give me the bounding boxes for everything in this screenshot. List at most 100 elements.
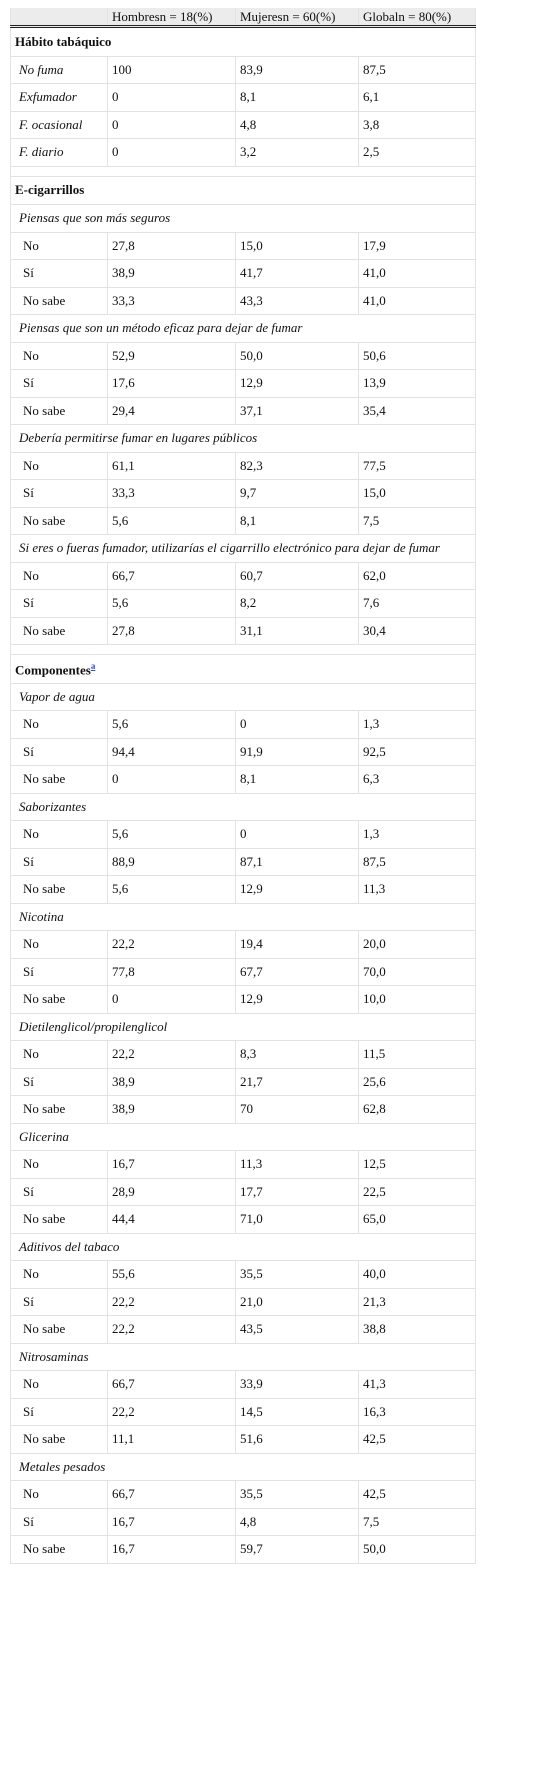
cell: 60,7	[235, 561, 359, 590]
row-label: Sí	[10, 589, 108, 618]
data-row: Sí 22,2 14,5 16,3	[10, 1397, 476, 1426]
footnote-link[interactable]: a	[90, 660, 96, 671]
data-row: No sabe 44,4 71,0 65,0	[10, 1205, 476, 1234]
data-row: No sabe 5,6 12,9 11,3	[10, 875, 476, 904]
cell: 22,2	[107, 1040, 236, 1069]
data-row: Sí 77,8 67,7 70,0	[10, 957, 476, 986]
group-title: Dietilenglicol/propilenglicol	[10, 1012, 476, 1041]
cell: 11,5	[358, 1040, 476, 1069]
cell: 43,3	[235, 286, 359, 315]
data-row: Sí 88,9 87,1 87,5	[10, 847, 476, 876]
section-title-text: Componentes	[15, 661, 91, 677]
group-title: Piensas que son un método eficaz para de…	[10, 314, 476, 343]
cell: 11,1	[107, 1425, 236, 1454]
section-row: Hábito tabáquico	[10, 26, 476, 57]
group-row: Nitrosaminas	[10, 1342, 476, 1371]
cell: 92,5	[358, 737, 476, 766]
row-label: No	[10, 930, 108, 959]
section-row: Componentesa	[10, 654, 476, 684]
group-row: Nicotina	[10, 902, 476, 931]
cell: 28,9	[107, 1177, 236, 1206]
cell: 6,3	[358, 765, 476, 794]
group-row: Aditivos del tabaco	[10, 1232, 476, 1261]
cell: 8,1	[235, 83, 359, 112]
cell: 41,0	[358, 259, 476, 288]
row-label: No sabe	[10, 1315, 108, 1344]
cell: 5,6	[107, 589, 236, 618]
group-title: Nicotina	[10, 902, 476, 931]
cell: 88,9	[107, 847, 236, 876]
cell: 17,6	[107, 369, 236, 398]
table-body: Hábito tabáquico No fuma 100 83,9 87,5 Exfuma…	[10, 26, 476, 1564]
group-title: Debería permitirse fumar en lugares públ…	[10, 424, 476, 453]
spacer-row	[10, 165, 476, 177]
cell: 66,7	[107, 1480, 236, 1509]
row-label: Sí	[10, 737, 108, 766]
cell: 82,3	[235, 451, 359, 480]
cell: 87,1	[235, 847, 359, 876]
group-title: Nitrosaminas	[10, 1342, 476, 1371]
row-label: No	[10, 1370, 108, 1399]
cell: 37,1	[235, 396, 359, 425]
data-row: No sabe 22,2 43,5 38,8	[10, 1315, 476, 1344]
data-row: Sí 33,3 9,7 15,0	[10, 479, 476, 508]
cell: 43,5	[235, 1315, 359, 1344]
data-row: Sí 28,9 17,7 22,5	[10, 1177, 476, 1206]
section-title-text: E-cigarrillos	[15, 182, 85, 198]
data-row: Sí 38,9 21,7 25,6	[10, 1067, 476, 1096]
cell: 11,3	[235, 1150, 359, 1179]
data-row: No sabe 33,3 43,3 41,0	[10, 286, 476, 315]
cell: 0	[107, 83, 236, 112]
cell: 50,0	[235, 341, 359, 370]
section-title-text: Hábito tabáquico	[15, 33, 112, 49]
cell: 10,0	[358, 985, 476, 1014]
cell: 67,7	[235, 957, 359, 986]
cell: 31,1	[235, 616, 359, 645]
row-label: No sabe	[10, 1535, 108, 1564]
cell: 41,7	[235, 259, 359, 288]
header-row: Hombresn = 18(%) Mujeresn = 60(%) Globaln …	[10, 8, 476, 28]
data-row: No sabe 38,9 70 62,8	[10, 1095, 476, 1124]
cell: 0	[107, 765, 236, 794]
cell: 66,7	[107, 561, 236, 590]
cell: 38,9	[107, 1095, 236, 1124]
cell: 7,6	[358, 589, 476, 618]
cell: 15,0	[358, 479, 476, 508]
cell: 87,5	[358, 847, 476, 876]
row-label: No	[10, 1260, 108, 1289]
row-label: No	[10, 561, 108, 590]
group-row: Vapor de agua	[10, 682, 476, 711]
cell: 40,0	[358, 1260, 476, 1289]
cell: 1,3	[358, 710, 476, 739]
data-row: No 66,7 35,5 42,5	[10, 1480, 476, 1509]
cell: 0	[107, 138, 236, 167]
data-row: No 27,8 15,0 17,9	[10, 231, 476, 260]
cell: 16,7	[107, 1150, 236, 1179]
cell: 44,4	[107, 1205, 236, 1234]
row-label: No	[10, 820, 108, 849]
row-label: No sabe	[10, 985, 108, 1014]
data-row: Exfumador 0 8,1 6,1	[10, 83, 476, 112]
cell: 38,9	[107, 259, 236, 288]
cell: 15,0	[235, 231, 359, 260]
cell: 59,7	[235, 1535, 359, 1564]
cell: 7,5	[358, 1507, 476, 1536]
group-row: Piensas que son un método eficaz para de…	[10, 314, 476, 343]
row-label: No sabe	[10, 616, 108, 645]
row-label: No sabe	[10, 765, 108, 794]
cell: 7,5	[358, 506, 476, 535]
cell: 21,0	[235, 1287, 359, 1316]
group-title: Saborizantes	[10, 792, 476, 821]
cell: 0	[107, 110, 236, 139]
group-title: Metales pesados	[10, 1452, 476, 1481]
cell: 22,2	[107, 1287, 236, 1316]
cell: 22,2	[107, 1397, 236, 1426]
cell: 16,3	[358, 1397, 476, 1426]
cell: 16,7	[107, 1507, 236, 1536]
cell: 77,5	[358, 451, 476, 480]
row-label: No	[10, 1150, 108, 1179]
cell: 4,8	[235, 1507, 359, 1536]
row-label: Sí	[10, 1067, 108, 1096]
row-label: Sí	[10, 1507, 108, 1536]
cell: 21,7	[235, 1067, 359, 1096]
